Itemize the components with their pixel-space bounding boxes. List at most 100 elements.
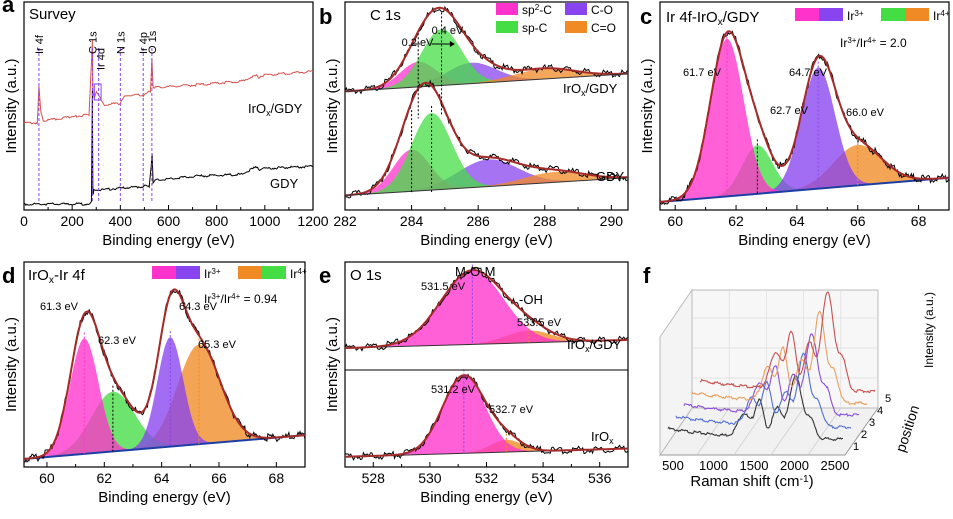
label-part: 3+ xyxy=(211,292,220,301)
shift-label: 0.4 eV xyxy=(432,25,464,37)
label-part: Raman shift (cm xyxy=(690,473,799,490)
peak-label: 61.3 eV xyxy=(40,301,79,313)
legend-label: Ir3+ xyxy=(204,267,221,281)
z-tick-label: 1 xyxy=(853,441,859,453)
plot-frame xyxy=(23,261,306,468)
label-part: 4+ xyxy=(867,36,876,45)
grid-line xyxy=(733,407,767,456)
y-axis-label: Intensity (a.u.) xyxy=(922,292,936,368)
legend-swatch xyxy=(565,3,587,15)
panel-d: 60 62 64 66 68 Binding energy (eV) Intensity (… xyxy=(2,261,307,506)
series-label-irox-gdy: IrOx/GDY xyxy=(563,81,618,98)
label-part: Ir xyxy=(204,292,211,306)
series-label-gdy: GDY xyxy=(270,176,299,191)
legend-swatch xyxy=(819,8,843,21)
peak-annotation: C 1s xyxy=(87,31,99,54)
fit-component xyxy=(660,38,949,202)
x-tick-label: 528 xyxy=(362,470,386,486)
panel-a: 0 200 400 600 800 1000 1200 Binding energy (eV)… xyxy=(2,0,329,249)
ir4d-bracket xyxy=(93,83,102,101)
peak-annotation: Ir 4f xyxy=(34,34,46,54)
label-part: /GDY xyxy=(589,337,621,352)
fit-component-top xyxy=(345,270,628,349)
label-part: x xyxy=(266,108,271,118)
raman-series-3 xyxy=(683,333,860,418)
series-label-irox-gdy: IrOx/GDY xyxy=(567,337,622,354)
panel-letter: d xyxy=(2,263,15,288)
plot-frame xyxy=(659,1,950,211)
x-tick-label: 66 xyxy=(211,470,227,486)
panel-letter: c xyxy=(640,4,652,29)
x-tick-label: 66 xyxy=(850,213,866,229)
fit-component-top xyxy=(345,62,628,92)
fit-envelope-top xyxy=(344,6,628,93)
peak-label: 64.3 eV xyxy=(179,301,218,313)
x-tick-label: 60 xyxy=(39,470,55,486)
z-tick-label: 3 xyxy=(869,417,875,429)
label-part: x xyxy=(581,88,586,98)
legend-label: sp2-C xyxy=(522,3,552,17)
peak-label: 62.3 eV xyxy=(98,335,137,347)
x-axis-label: Binding energy (eV) xyxy=(98,489,231,506)
x-tick-label: 288 xyxy=(533,213,557,229)
legend-swatch xyxy=(795,8,819,21)
x-tick-label: 536 xyxy=(588,470,612,486)
panel-letter: f xyxy=(643,263,651,288)
series-irox-gdy-line xyxy=(23,39,314,126)
peak-annotation: O 1s xyxy=(147,30,159,54)
x-tick-label: 532 xyxy=(475,470,499,486)
background-line xyxy=(659,176,950,203)
z-tick-label: 2 xyxy=(861,429,867,441)
data-line-bottom xyxy=(344,79,628,199)
panel-f: f 500 1000 1500 2000 2500 Raman shift (cm-1) 12… xyxy=(643,263,936,490)
peak-label: 65.3 eV xyxy=(198,339,237,351)
shift-label: 0.2 eV xyxy=(402,37,434,49)
label-part: /Ir xyxy=(220,292,231,306)
fit-component xyxy=(24,344,305,459)
legend-swatch xyxy=(496,21,518,33)
z-axis-label: position xyxy=(892,403,922,454)
label-part: x xyxy=(718,17,723,28)
fit-component xyxy=(24,337,305,459)
x-tick-label: 400 xyxy=(109,213,133,229)
peak-label: M-O-M xyxy=(455,264,495,279)
grid-line xyxy=(770,407,804,456)
peak-label: 64.7 eV xyxy=(789,67,828,79)
legend-label: Ir4+ xyxy=(933,9,950,23)
x-tick-label: 600 xyxy=(157,213,181,229)
peak-label: 531.2 eV xyxy=(431,384,476,396)
x-tick-label: 286 xyxy=(466,213,490,229)
y-axis-label: Intensity (a.u.) xyxy=(3,317,20,412)
label-part: IrO xyxy=(567,337,585,352)
series-label-gdy: GDY xyxy=(596,169,625,184)
label-part: IrO xyxy=(591,429,609,444)
x-tick-label: 534 xyxy=(531,470,555,486)
label-part: = 0.94 xyxy=(240,292,277,306)
z-tick-label: 5 xyxy=(885,393,891,405)
label-part: IrO xyxy=(28,267,49,284)
y-axis-label: Intensity (a.u.) xyxy=(324,317,341,412)
label-part: Ir xyxy=(847,9,854,23)
fit-component-top xyxy=(345,68,628,92)
x-axis-label: Raman shift (cm-1) xyxy=(690,473,813,490)
arrow-head xyxy=(449,41,455,47)
label-part: C-O xyxy=(591,3,613,17)
label-part: IrO xyxy=(563,81,581,96)
x-tick-label: 62 xyxy=(728,213,744,229)
x-tick-label: 200 xyxy=(60,213,84,229)
fit-envelope-top xyxy=(344,268,628,350)
fit-component-bottom xyxy=(345,113,628,196)
legend-label: Ir4+ xyxy=(290,267,307,281)
x-tick-label: 0 xyxy=(20,213,28,229)
legend-label: Ir3+ xyxy=(847,9,864,23)
label-part: /GDY xyxy=(585,81,617,96)
raman-series-4 xyxy=(691,310,868,406)
x-axis-label: Binding energy (eV) xyxy=(102,232,235,249)
legend-swatch xyxy=(496,3,518,15)
x-tick-label: 68 xyxy=(911,213,927,229)
fit-component xyxy=(24,338,305,459)
data-line-top xyxy=(344,5,628,95)
x-tick-label: 62 xyxy=(96,470,112,486)
label-part: 2 xyxy=(535,3,540,12)
